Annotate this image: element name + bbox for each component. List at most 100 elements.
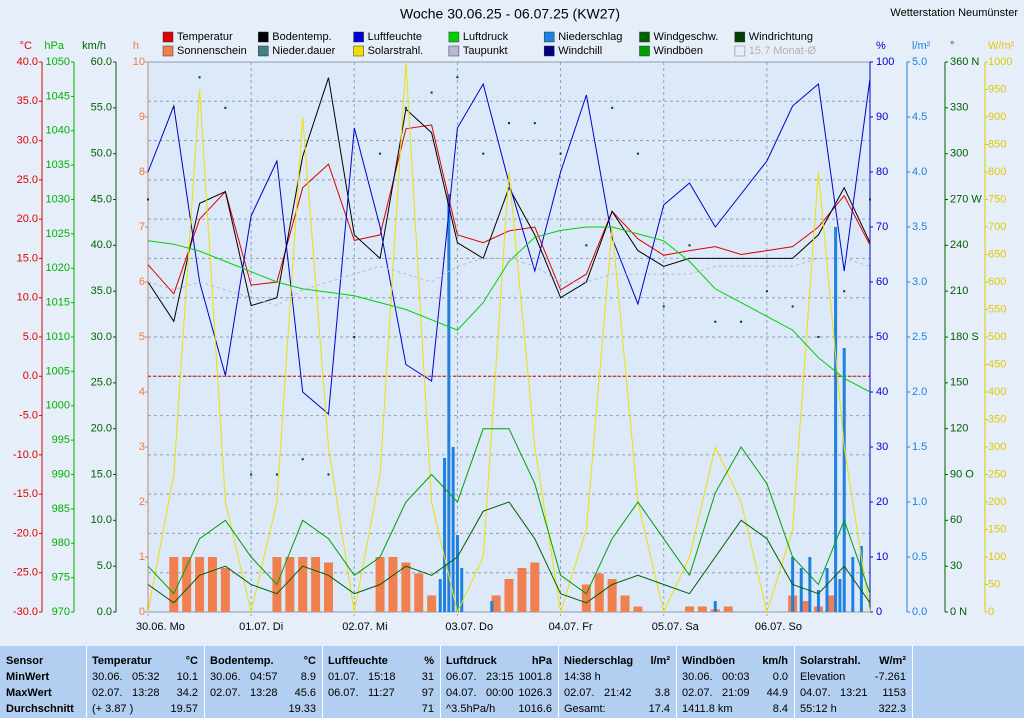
- dot: [172, 106, 175, 109]
- cell-value: 17.4: [648, 703, 670, 715]
- y-tick-label: 200: [988, 496, 1006, 508]
- y-tick-label: 0.0: [97, 606, 112, 618]
- legend-label: Sonnenschein: [177, 45, 247, 57]
- dot: [611, 106, 614, 109]
- y-tick-label: 4.0: [912, 166, 927, 178]
- dot: [636, 152, 639, 155]
- cell-value: 8.4: [772, 703, 788, 715]
- dot: [533, 122, 536, 125]
- bar: [697, 606, 707, 612]
- axis-unit: °: [950, 40, 954, 52]
- cell-value: 19.57: [170, 703, 198, 715]
- cell: 14:38 h: [564, 671, 601, 683]
- y-tick-label: 25.0: [17, 174, 38, 186]
- bar: [838, 579, 842, 612]
- column-header: Luftdruck: [446, 655, 497, 667]
- y-tick-label: 1010: [46, 331, 70, 343]
- bar: [460, 568, 464, 612]
- axis-unit: °C: [20, 40, 32, 52]
- cell: ^3.5hPa/h: [446, 703, 496, 715]
- y-tick-label: 30: [950, 560, 962, 572]
- bar: [490, 601, 494, 612]
- y-tick-label: 60: [876, 276, 888, 288]
- y-tick-label: 2: [139, 496, 145, 508]
- y-tick-label: 3: [139, 441, 145, 453]
- y-tick-label: 25.0: [91, 377, 112, 389]
- dot: [585, 244, 588, 247]
- summary-table: Sensor MinWert MaxWert Durchschnitt Temperat…: [0, 646, 1024, 718]
- bar: [808, 557, 812, 612]
- bar: [455, 535, 459, 612]
- y-tick-label: 35.0: [91, 285, 112, 297]
- cell-value: 1016.6: [518, 703, 552, 715]
- cell-value: 97: [421, 687, 434, 699]
- y-tick-label: -30.0: [13, 606, 38, 618]
- y-tick-label: 950: [988, 83, 1006, 95]
- bar: [799, 568, 803, 612]
- bar: [530, 562, 540, 612]
- bar: [451, 447, 455, 612]
- y-tick-label: 450: [988, 358, 1006, 370]
- cell: 1411.8 km: [682, 703, 733, 715]
- dot: [662, 305, 665, 308]
- cell-value: 10.1: [176, 671, 198, 683]
- y-tick-label: 1040: [46, 125, 70, 137]
- cell-value: 34.2: [176, 687, 198, 699]
- legend-label: Taupunkt: [463, 45, 508, 57]
- cell: 04:57: [250, 671, 278, 683]
- y-tick-label: 10.0: [17, 292, 38, 304]
- y-tick-label: 2.5: [912, 331, 927, 343]
- legend-checkbox: [734, 45, 746, 57]
- legend-swatch: [448, 45, 460, 57]
- cell-value: 1026.3: [518, 687, 552, 699]
- y-tick-label: 70: [876, 221, 888, 233]
- dot: [353, 336, 356, 338]
- legend-swatch: [639, 45, 650, 57]
- y-tick-label: 300: [950, 148, 968, 160]
- y-tick-label: 980: [52, 537, 70, 549]
- x-tick-label: 02.07. Mi: [342, 621, 387, 633]
- y-tick-label: 15.0: [17, 252, 38, 264]
- dot: [869, 198, 871, 201]
- y-tick-label: 150: [988, 523, 1006, 535]
- cell: 06.07.: [446, 671, 477, 683]
- cell: 30.06.: [682, 671, 713, 683]
- y-tick-label: 30: [876, 441, 888, 453]
- dot: [843, 290, 846, 293]
- bar: [633, 606, 643, 612]
- cell-value: 1001.8: [518, 671, 552, 683]
- bar: [220, 568, 230, 612]
- cell: 13:21: [840, 687, 868, 699]
- column-separator: [322, 646, 323, 718]
- x-tick-label: 01.07. Di: [239, 621, 283, 633]
- y-tick-label: 4: [139, 386, 145, 398]
- x-tick-label: 05.07. Sa: [652, 621, 700, 633]
- y-tick-label: 50: [876, 331, 888, 343]
- column-separator: [676, 646, 677, 718]
- column-separator: [558, 646, 559, 718]
- legend-swatch: [543, 45, 555, 57]
- cell-value: 8.9: [300, 671, 316, 683]
- dot: [147, 198, 149, 201]
- y-tick-label: 5.0: [23, 331, 38, 343]
- bar: [620, 595, 630, 612]
- bar: [182, 557, 192, 612]
- row-label: MaxWert: [6, 687, 52, 699]
- dot: [508, 122, 510, 125]
- bar: [491, 595, 501, 612]
- y-tick-label: 40.0: [91, 239, 112, 251]
- y-tick-label: -25.0: [13, 567, 38, 579]
- y-tick-label: 210: [950, 285, 968, 297]
- y-tick-label: 750: [988, 193, 1006, 205]
- row-label: Sensor: [6, 655, 44, 667]
- cell: 04.07.: [446, 687, 477, 699]
- y-tick-label: 1000: [46, 400, 70, 412]
- cell: 00:03: [722, 671, 750, 683]
- cell: 23:15: [486, 671, 514, 683]
- y-tick-label: 350: [988, 413, 1006, 425]
- bar: [401, 562, 411, 612]
- cell-value: 3.8: [654, 687, 670, 699]
- bar: [834, 227, 838, 612]
- dot: [275, 473, 278, 476]
- column-header: Bodentemp.: [210, 655, 274, 667]
